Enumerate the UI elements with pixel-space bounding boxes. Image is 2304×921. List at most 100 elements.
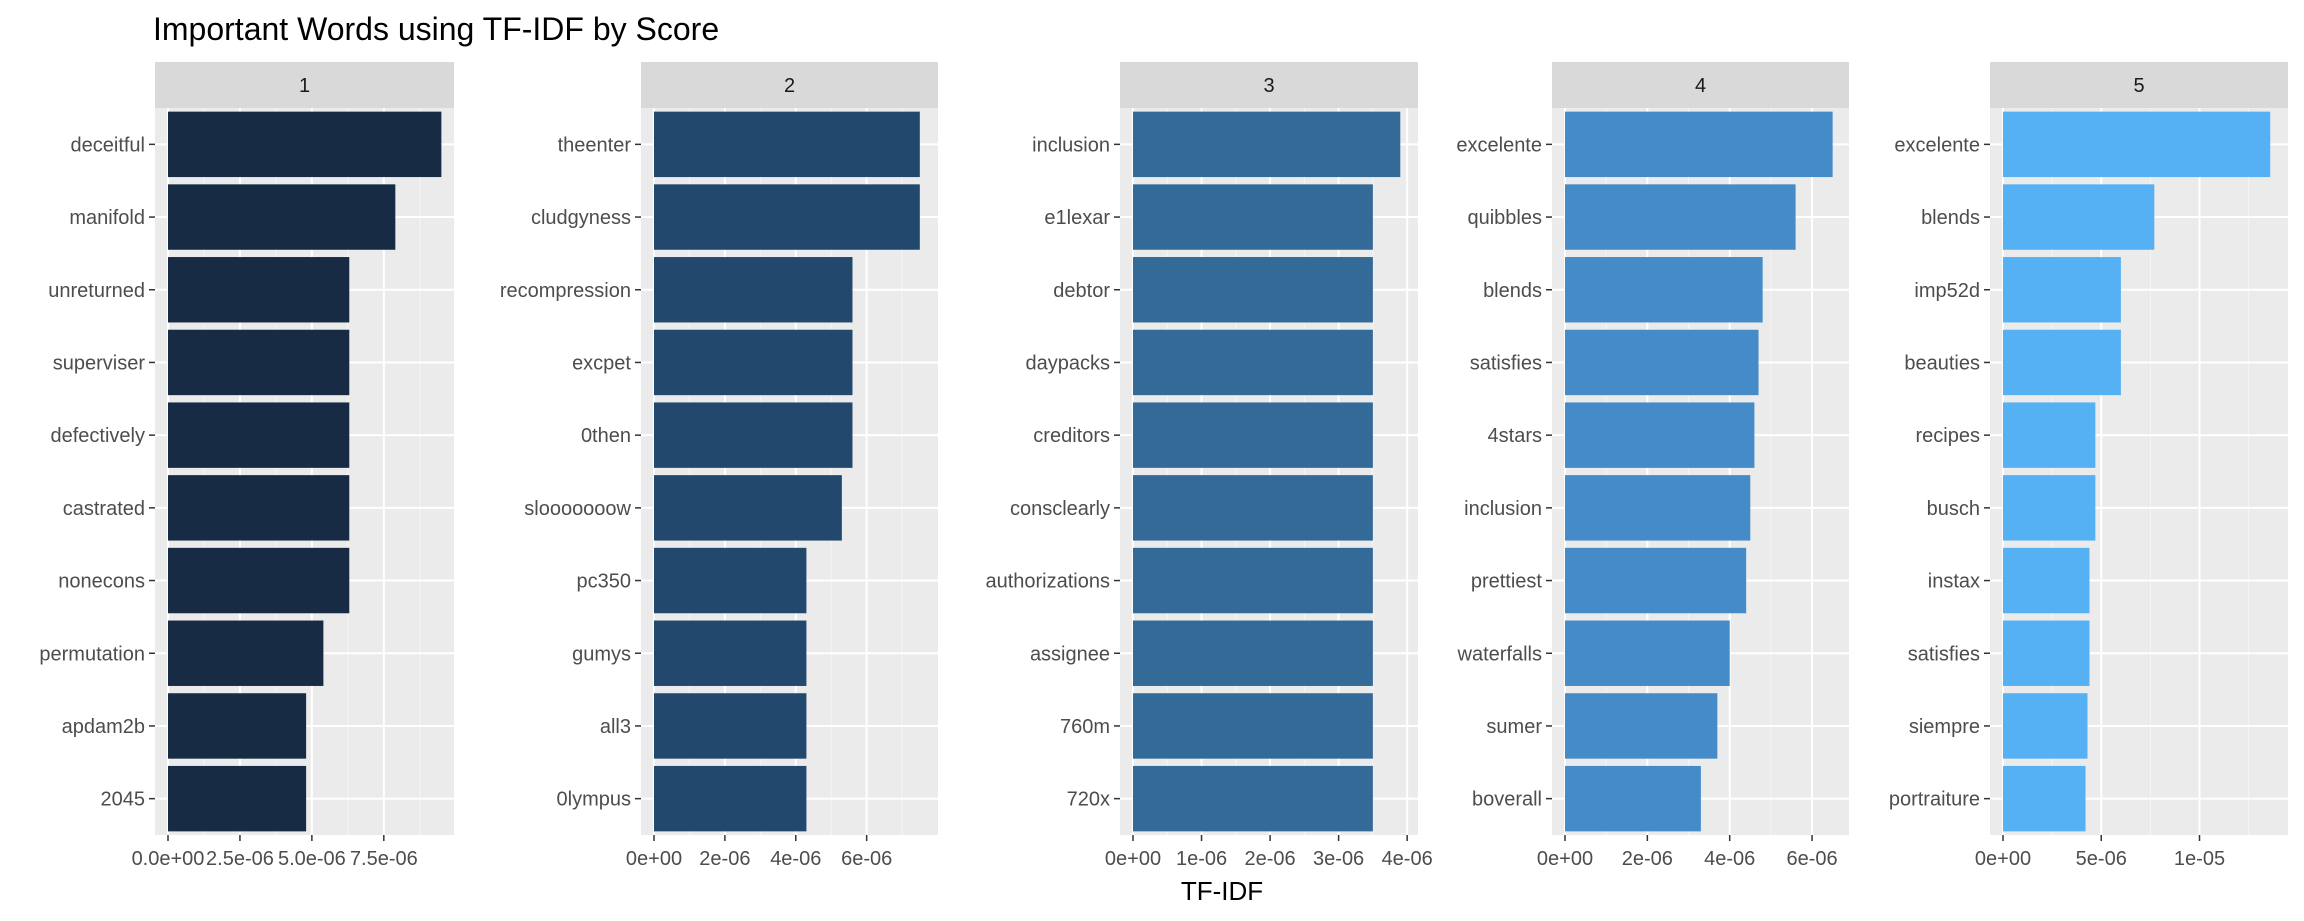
y-tick-label: satisfies bbox=[1470, 352, 1542, 374]
y-tick-label: inclusion bbox=[1032, 134, 1110, 156]
bar-assignee bbox=[1133, 620, 1373, 686]
bar-consclearly bbox=[1133, 475, 1373, 541]
y-tick-label: boverall bbox=[1472, 789, 1542, 811]
y-tick-label: theenter bbox=[558, 134, 632, 156]
y-tick-label: debtor bbox=[1053, 280, 1110, 302]
bar-excpet bbox=[654, 329, 853, 396]
bar-sumer bbox=[1565, 693, 1718, 759]
y-tick-label: prettiest bbox=[1471, 571, 1543, 593]
bar-castrated bbox=[168, 475, 350, 541]
bar-excelente bbox=[2003, 111, 2271, 178]
y-tick-label: instax bbox=[1928, 571, 1980, 593]
x-tick-label: 2.5e-06 bbox=[206, 848, 274, 870]
x-tick-label: 5.0e-06 bbox=[278, 848, 346, 870]
facet-strip-label: 4 bbox=[1695, 75, 1706, 97]
bar-boverall bbox=[1565, 765, 1701, 832]
x-tick-label: 1e-05 bbox=[2174, 848, 2225, 870]
facet-panel-5: 5 excelente blends imp52d beauties recipes bus… bbox=[1889, 62, 2288, 870]
x-tick-label: 1e-06 bbox=[1176, 848, 1227, 870]
x-tick-label: 4e-06 bbox=[1382, 848, 1433, 870]
facet-panel-3: 3 inclusion e1lexar debtor daypacks creditors… bbox=[985, 62, 1433, 870]
y-tick-label: gumys bbox=[572, 643, 631, 665]
y-tick-label: 4stars bbox=[1488, 425, 1542, 447]
y-tick-label: 0then bbox=[581, 425, 631, 447]
bar-720x bbox=[1133, 765, 1373, 832]
bar-superviser bbox=[168, 329, 350, 396]
facet-strip bbox=[1990, 62, 2288, 108]
y-tick-label: creditors bbox=[1033, 425, 1110, 447]
bar-satisfies bbox=[1565, 329, 1759, 396]
bar-all3 bbox=[654, 693, 807, 759]
bar-beauties bbox=[2003, 329, 2121, 396]
y-tick-label: 2045 bbox=[101, 789, 146, 811]
y-tick-label: inclusion bbox=[1464, 498, 1542, 520]
bar-excelente bbox=[1565, 111, 1833, 178]
y-tick-label: sumer bbox=[1486, 716, 1542, 738]
bar-pc350 bbox=[654, 547, 807, 614]
chart-title: Important Words using TF-IDF by Score bbox=[153, 11, 719, 47]
facet-panels: 1 deceitful manifold unreturned superviser de… bbox=[39, 62, 2288, 870]
bar-waterfalls bbox=[1565, 620, 1730, 686]
y-tick-label: superviser bbox=[53, 352, 146, 374]
x-tick-label: 4e-06 bbox=[1704, 848, 1755, 870]
x-tick-label: 6e-06 bbox=[841, 848, 892, 870]
x-tick-label: 2e-06 bbox=[699, 848, 750, 870]
bar-inclusion bbox=[1565, 475, 1751, 541]
x-tick-label: 0e+00 bbox=[626, 848, 682, 870]
x-tick-label: 3e-06 bbox=[1313, 848, 1364, 870]
y-tick-label: daypacks bbox=[1026, 352, 1111, 374]
bar-e1lexar bbox=[1133, 184, 1373, 250]
bar-unreturned bbox=[168, 257, 350, 323]
facet-strip bbox=[1552, 62, 1849, 108]
y-tick-label: deceitful bbox=[71, 134, 146, 156]
y-tick-label: slooooooow bbox=[524, 498, 631, 520]
facet-strip-label: 1 bbox=[299, 75, 310, 97]
y-tick-label: 0lympus bbox=[557, 789, 631, 811]
bar-nonecons bbox=[168, 547, 350, 614]
x-tick-label: 0e+00 bbox=[1537, 848, 1593, 870]
x-tick-label: 7.5e-06 bbox=[350, 848, 418, 870]
y-tick-label: manifold bbox=[69, 207, 145, 229]
bar-blends bbox=[1565, 257, 1763, 323]
y-tick-label: beauties bbox=[1904, 352, 1980, 374]
y-tick-label: siempre bbox=[1909, 716, 1980, 738]
bar-creditors bbox=[1133, 402, 1373, 468]
y-tick-label: waterfalls bbox=[1457, 643, 1542, 665]
x-tick-label: 0e+00 bbox=[1975, 848, 2031, 870]
y-tick-label: nonecons bbox=[58, 571, 145, 593]
y-tick-label: apdam2b bbox=[62, 716, 145, 738]
facet-panel-2: 2 theenter cludgyness recompression excpet 0t… bbox=[500, 62, 938, 870]
y-tick-label: assignee bbox=[1030, 643, 1110, 665]
bar-apdam2b bbox=[168, 693, 307, 759]
y-tick-label: excelente bbox=[1456, 134, 1542, 156]
bar-recompression bbox=[654, 257, 853, 323]
bar-inclusion bbox=[1133, 111, 1401, 178]
y-tick-label: imp52d bbox=[1914, 280, 1980, 302]
facet-strip bbox=[155, 62, 454, 108]
bar-cludgyness bbox=[654, 184, 920, 250]
bar-debtor bbox=[1133, 257, 1373, 323]
y-tick-label: all3 bbox=[600, 716, 631, 738]
bar-instax bbox=[2003, 547, 2090, 614]
facet-strip-label: 3 bbox=[1263, 75, 1274, 97]
y-tick-label: 720x bbox=[1067, 789, 1110, 811]
y-tick-label: satisfies bbox=[1908, 643, 1980, 665]
y-tick-label: recipes bbox=[1916, 425, 1980, 447]
bar-imp52d bbox=[2003, 257, 2121, 323]
facet-strip-label: 2 bbox=[784, 75, 795, 97]
x-tick-label: 2e-06 bbox=[1244, 848, 1295, 870]
x-tick-label: 6e-06 bbox=[1786, 848, 1837, 870]
bar-satisfies bbox=[2003, 620, 2090, 686]
x-tick-label: 4e-06 bbox=[770, 848, 821, 870]
bar-authorizations bbox=[1133, 547, 1373, 614]
y-tick-label: excpet bbox=[572, 352, 631, 374]
y-tick-label: unreturned bbox=[48, 280, 145, 302]
y-tick-label: blends bbox=[1483, 280, 1542, 302]
bar-theenter bbox=[654, 111, 920, 178]
y-tick-label: pc350 bbox=[577, 571, 632, 593]
y-tick-label: e1lexar bbox=[1044, 207, 1110, 229]
y-tick-label: recompression bbox=[500, 280, 631, 302]
x-axis-title: TF-IDF bbox=[1181, 876, 1263, 906]
y-tick-label: defectively bbox=[51, 425, 146, 447]
